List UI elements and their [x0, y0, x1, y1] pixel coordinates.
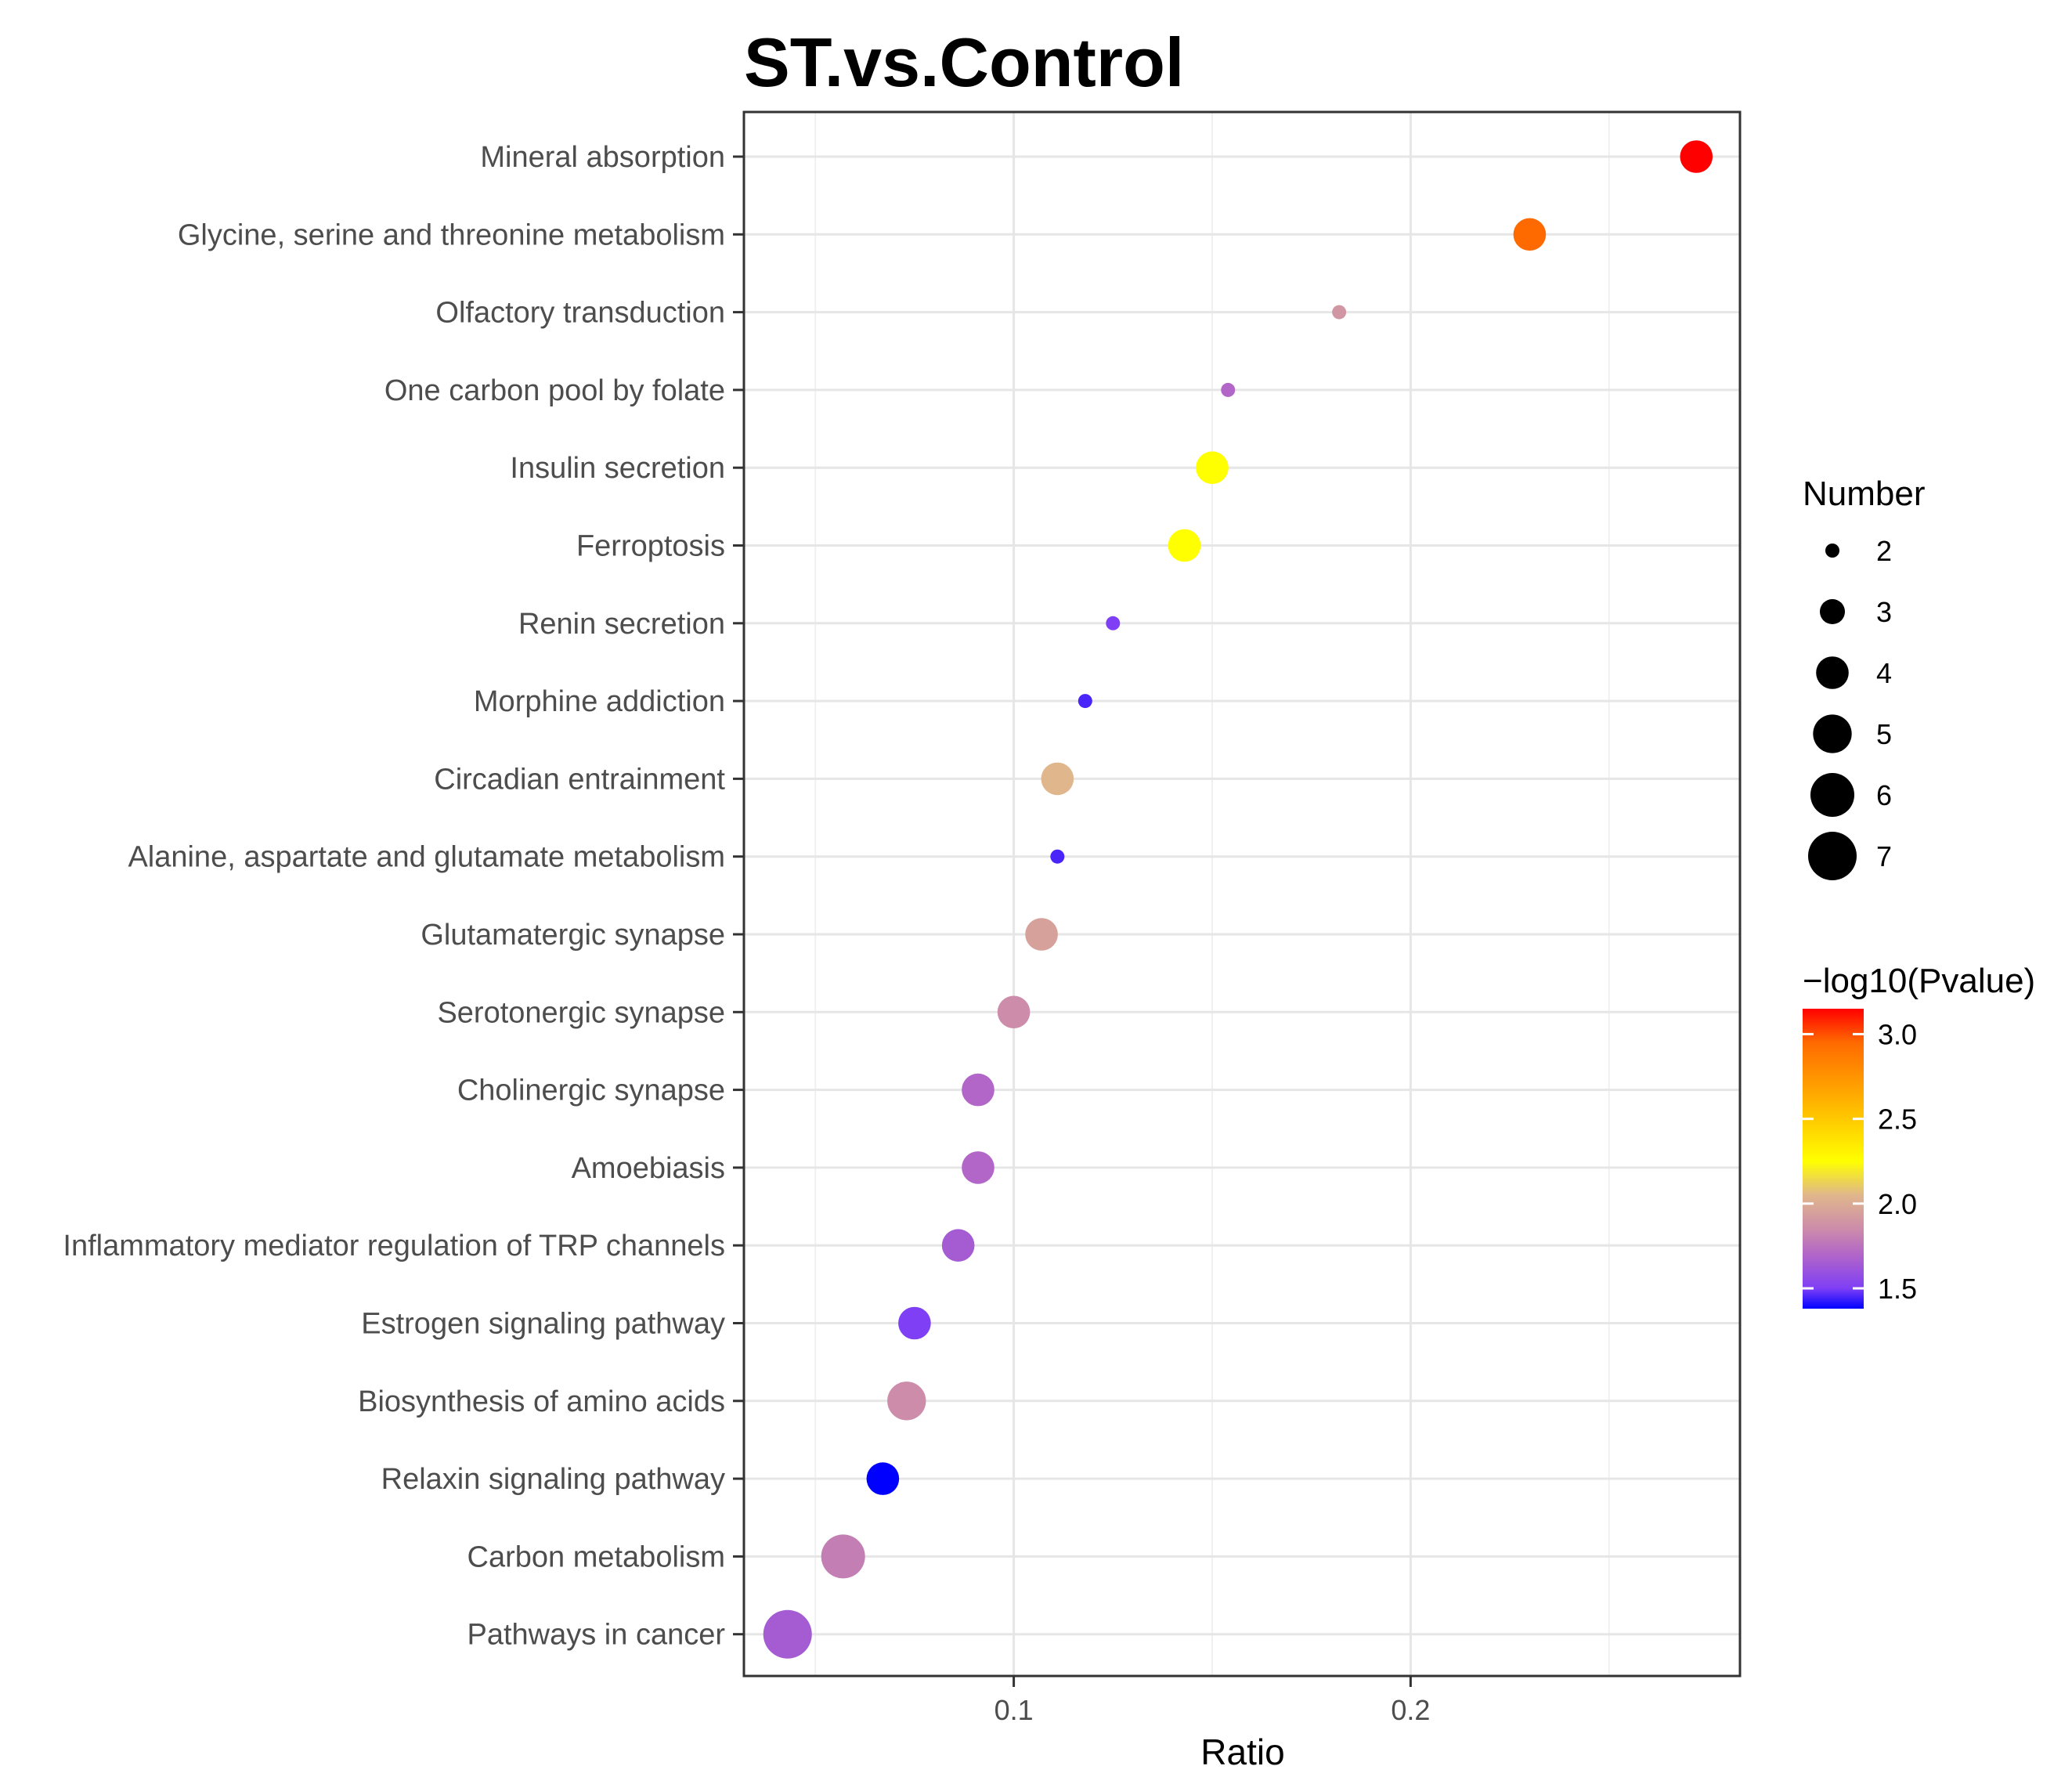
point-9	[1050, 849, 1065, 864]
point-4	[1196, 451, 1229, 485]
x-tick-label: 0.1	[994, 1694, 1034, 1726]
point-15	[898, 1306, 931, 1340]
point-8	[1041, 762, 1074, 796]
panel-background	[744, 112, 1740, 1676]
point-16	[887, 1382, 926, 1421]
y-tick-label: Insulin secretion	[510, 452, 725, 485]
point-18	[821, 1534, 865, 1579]
major-gridlines	[744, 112, 1740, 1676]
point-10	[1025, 918, 1058, 951]
y-axis: Mineral absorption Glycine, serine and th…	[63, 141, 744, 1652]
size-legend-label: 6	[1876, 779, 1892, 811]
size-legend-key-3	[1819, 598, 1846, 625]
y-tick-label: Carbon metabolism	[467, 1540, 725, 1573]
colorbar-tick-label: 2.5	[1878, 1103, 1917, 1136]
y-tick-label: Inflammatory mediator regulation of TRP …	[63, 1230, 725, 1262]
point-6	[1106, 616, 1121, 630]
colorbar-tick-label: 1.5	[1878, 1273, 1917, 1305]
x-tick-label: 0.2	[1391, 1694, 1430, 1726]
plot-border	[742, 110, 1742, 1678]
color-legend: −log10(Pvalue) 1.5 2.0 2.5 3.0	[1803, 962, 2035, 1309]
y-tick-label: Cholinergic synapse	[457, 1075, 725, 1107]
y-tick-label: Relaxin signaling pathway	[381, 1463, 725, 1496]
size-legend-key-5	[1813, 714, 1852, 753]
y-tick-label: One carbon pool by folate	[384, 374, 725, 407]
point-0	[1680, 140, 1713, 173]
y-tick-label: Morphine addiction	[474, 685, 725, 718]
point-12	[962, 1073, 994, 1107]
point-1	[1513, 218, 1547, 251]
y-tick-label: Glutamatergic synapse	[421, 919, 725, 952]
minor-gridlines	[814, 112, 1610, 1676]
point-3	[1221, 382, 1236, 397]
colorbar-tick-label: 3.0	[1878, 1018, 1917, 1050]
size-legend-title: Number	[1803, 475, 1926, 513]
point-13	[962, 1151, 994, 1184]
y-tick-label: Renin secretion	[518, 608, 725, 641]
y-tick-label: Alanine, aspartate and glutamate metabol…	[128, 841, 725, 874]
color-legend-title: −log10(Pvalue)	[1803, 962, 2035, 1000]
y-tick-label: Glycine, serine and threonine metabolism	[178, 219, 725, 251]
y-tick-label: Ferroptosis	[576, 530, 725, 563]
point-19	[763, 1609, 812, 1659]
size-legend-key-2	[1825, 544, 1839, 558]
size-legend-label: 5	[1876, 718, 1892, 750]
colorbar	[1803, 1009, 1864, 1309]
y-tick-label: Biosynthesis of amino acids	[358, 1385, 725, 1418]
size-legend-label: 2	[1876, 535, 1892, 567]
point-2	[1332, 305, 1347, 320]
size-legend-label: 7	[1876, 840, 1892, 872]
chart-title: ST.vs.Control	[744, 23, 1184, 101]
y-tick-label: Pathways in cancer	[467, 1619, 726, 1652]
y-tick-label: Amoebiasis	[572, 1152, 725, 1185]
size-legend-key-7	[1808, 832, 1857, 880]
point-11	[997, 995, 1031, 1029]
y-tick-label: Mineral absorption	[480, 141, 725, 174]
size-legend-key-6	[1810, 772, 1855, 818]
data-points	[763, 140, 1713, 1659]
size-legend: Number 2 3 4 5 6 7	[1803, 475, 1926, 880]
point-17	[866, 1462, 900, 1495]
y-tick-label: Olfactory transduction	[435, 297, 725, 330]
point-7	[1078, 694, 1092, 709]
colorbar-tick-label: 2.0	[1878, 1188, 1917, 1220]
plot-panel	[744, 112, 1740, 1676]
point-14	[941, 1229, 975, 1262]
y-tick-label: Estrogen signaling pathway	[361, 1308, 725, 1341]
size-legend-key-4	[1816, 656, 1849, 689]
y-tick-label: Serotonergic synapse	[437, 996, 725, 1029]
y-tick-label: Circadian entrainment	[434, 763, 725, 796]
point-5	[1168, 529, 1201, 562]
size-legend-label: 3	[1876, 596, 1892, 628]
x-axis-title: Ratio	[1200, 1732, 1284, 1772]
x-axis: 0.1 0.2	[994, 1676, 1430, 1726]
size-legend-label: 4	[1876, 657, 1892, 689]
panel-border-rect	[742, 110, 1742, 1678]
